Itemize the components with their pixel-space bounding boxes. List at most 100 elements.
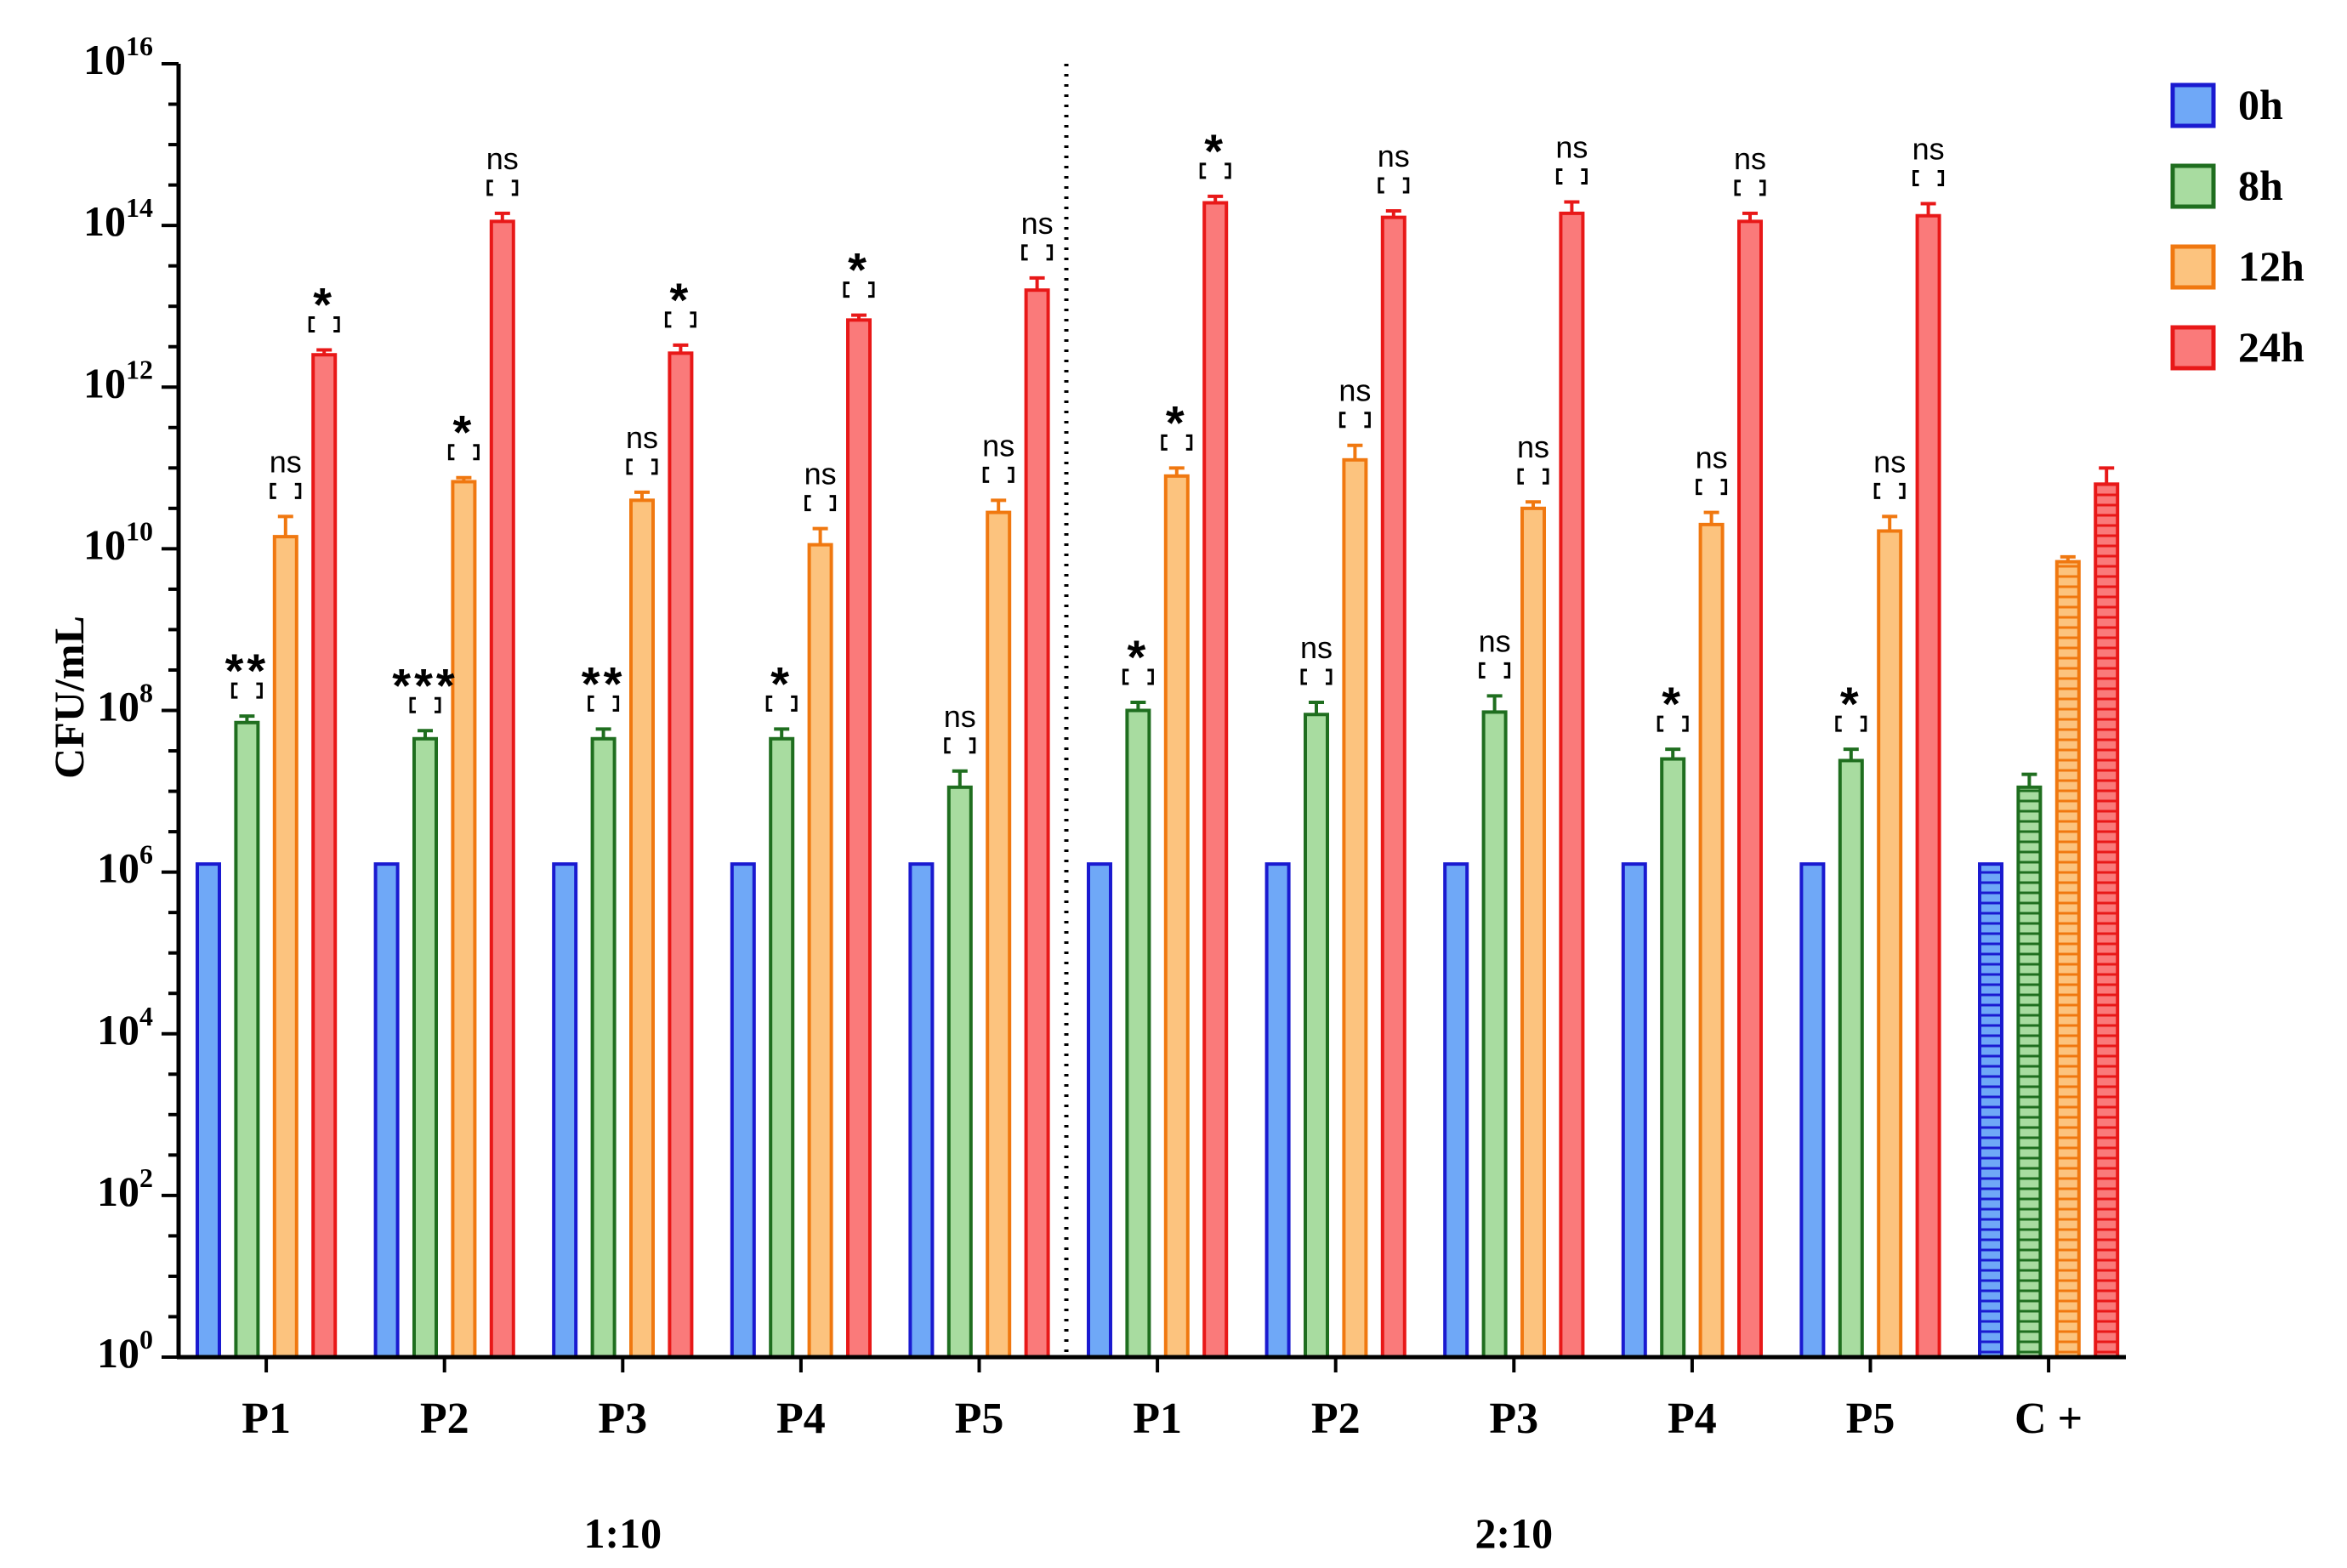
y-tick-label: 104	[97, 1001, 153, 1054]
significance-label: **	[225, 644, 270, 697]
significance-label: ns	[270, 444, 302, 479]
bar-24h-p2-6	[1380, 215, 1406, 1359]
significance-label: *	[1840, 677, 1862, 730]
significance-label: ns	[944, 699, 976, 734]
bar-8h-p1-0	[234, 720, 260, 1359]
significance-bracket	[308, 316, 340, 333]
bar-24h-p4-3	[846, 318, 872, 1359]
significance-bracket	[843, 281, 875, 298]
bar-12h-p5-4	[986, 510, 1012, 1359]
significance-label: ns	[1338, 373, 1371, 408]
bar-12h-p2-1	[451, 480, 477, 1359]
x-tick-label: P3	[1489, 1395, 1538, 1443]
bar-0h-p2-1	[373, 862, 400, 1359]
x-tick-label: P2	[1311, 1395, 1361, 1443]
y-tick-label: 1012	[83, 354, 153, 406]
bar-8h-p4-3	[769, 736, 795, 1359]
significance-label: *	[1166, 395, 1188, 449]
bar-8h-p1-5	[1125, 708, 1151, 1359]
significance-bracket	[230, 682, 263, 699]
significance-bracket	[1912, 169, 1945, 186]
significance-bracket	[1021, 244, 1054, 261]
bar-24h-p3-7	[1559, 211, 1585, 1360]
legend-label-8h: 8h	[2238, 162, 2283, 209]
bar-8h-p3-7	[1481, 710, 1508, 1359]
significance-bracket	[1555, 168, 1588, 185]
significance-label: *	[453, 406, 475, 459]
bar-12h-p3-7	[1520, 506, 1546, 1359]
y-axis-title: CFU/mL	[45, 616, 93, 779]
bar-0h-p3-7	[1443, 862, 1469, 1359]
significance-label: ns	[804, 457, 837, 491]
bar-8h-p2-6	[1304, 713, 1329, 1359]
significance-label: ns	[1696, 440, 1728, 475]
x-tick-label: P5	[955, 1395, 1004, 1443]
bar-0h-p5-4	[908, 862, 935, 1359]
significance-bracket	[486, 179, 519, 196]
significance-label: ns	[1912, 131, 1945, 166]
significance-label: **	[582, 656, 626, 710]
bar-12h-p3-2	[629, 498, 655, 1359]
significance-label: ns	[486, 141, 519, 176]
bar-24h-p5-9	[1915, 213, 1941, 1359]
significance-label: ns	[1555, 130, 1588, 165]
bar-24h-p1-0	[311, 353, 338, 1360]
y-tick-label: 102	[97, 1162, 153, 1215]
significance-bracket	[664, 311, 696, 328]
x-tick-label: P3	[598, 1395, 647, 1443]
significance-bracket	[1657, 715, 1689, 732]
bar-12h-c+-10	[2054, 560, 2081, 1359]
significance-label: ns	[626, 420, 658, 455]
y-tick-label: 100	[97, 1324, 153, 1377]
significance-bracket	[588, 695, 620, 712]
significance-label: ***	[392, 658, 457, 712]
legend-swatch-0h	[2170, 82, 2216, 128]
x-tick-label: P4	[776, 1395, 826, 1443]
x-tick-label: P5	[1846, 1395, 1895, 1443]
group-label: 1:10	[583, 1509, 662, 1557]
significance-bracket	[447, 444, 480, 461]
significance-bracket	[409, 696, 441, 713]
bar-12h-p4-8	[1698, 522, 1725, 1359]
y-tick-label: 106	[97, 839, 153, 892]
significance-label: *	[770, 656, 793, 710]
bar-0h-p4-3	[730, 862, 756, 1359]
bar-24h-p2-1	[489, 219, 515, 1360]
significance-bracket	[626, 458, 658, 475]
significance-label: *	[1662, 677, 1684, 730]
bar-0h-c+-10	[1978, 862, 2003, 1359]
significance-bracket	[1338, 412, 1371, 429]
significance-bracket	[1479, 662, 1511, 679]
significance-bracket	[1122, 668, 1154, 685]
x-tick-label: P1	[1133, 1395, 1182, 1443]
bar-8h-p4-8	[1660, 757, 1686, 1359]
y-tick-label: 108	[97, 678, 153, 730]
significance-label: *	[670, 273, 692, 327]
bar-8h-p5-9	[1838, 758, 1864, 1359]
bar-0h-p5-9	[1799, 862, 1826, 1359]
significance-bracket	[1199, 162, 1231, 179]
y-tick-label: 1016	[83, 31, 153, 83]
bar-12h-p2-6	[1342, 457, 1368, 1359]
bar-24h-p5-4	[1024, 288, 1050, 1359]
significance-label: ns	[1734, 141, 1766, 176]
bar-12h-p1-0	[272, 535, 298, 1359]
x-tick-label: P2	[420, 1395, 469, 1443]
x-tick-label: P1	[242, 1395, 291, 1443]
significance-label: ns	[1873, 444, 1906, 479]
significance-bracket	[1734, 179, 1766, 196]
bar-24h-p1-5	[1202, 201, 1229, 1360]
significance-label: ns	[1378, 139, 1410, 173]
bar-0h-p3-2	[552, 862, 578, 1359]
legend-label-0h: 0h	[2238, 81, 2283, 128]
significance-label: ns	[1300, 630, 1333, 665]
y-tick-label: 1010	[83, 515, 153, 568]
significance-bracket	[804, 495, 837, 512]
bar-24h-p4-8	[1737, 219, 1763, 1360]
significance-label: *	[313, 278, 335, 332]
bar-0h-p4-8	[1621, 862, 1647, 1359]
legend-label-12h: 12h	[2238, 242, 2304, 290]
legend-swatch-8h	[2170, 163, 2216, 209]
bar-8h-c+-10	[2016, 785, 2043, 1359]
